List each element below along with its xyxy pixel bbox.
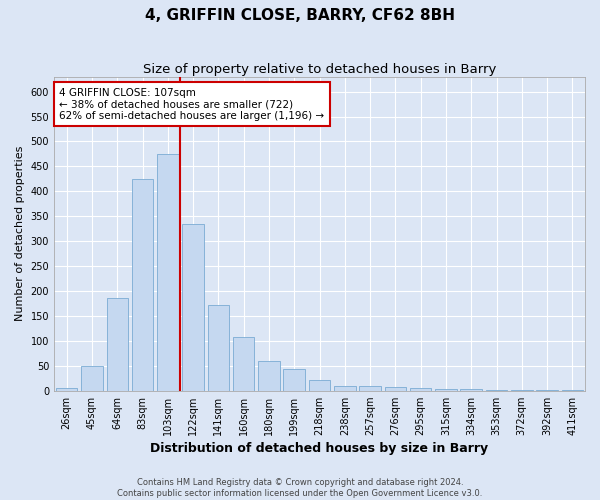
Text: 4 GRIFFIN CLOSE: 107sqm
← 38% of detached houses are smaller (722)
62% of semi-d: 4 GRIFFIN CLOSE: 107sqm ← 38% of detache… <box>59 88 325 121</box>
Bar <box>56 388 77 390</box>
Y-axis label: Number of detached properties: Number of detached properties <box>15 146 25 322</box>
Bar <box>334 386 356 390</box>
Bar <box>258 361 280 390</box>
Bar <box>157 154 179 390</box>
Bar <box>309 380 330 390</box>
Bar <box>359 386 381 390</box>
Bar <box>132 179 153 390</box>
Bar <box>233 337 254 390</box>
Bar <box>410 388 431 390</box>
Text: 4, GRIFFIN CLOSE, BARRY, CF62 8BH: 4, GRIFFIN CLOSE, BARRY, CF62 8BH <box>145 8 455 22</box>
Bar <box>435 388 457 390</box>
Bar <box>385 386 406 390</box>
Bar <box>182 224 204 390</box>
Bar <box>208 305 229 390</box>
Bar <box>107 298 128 390</box>
Title: Size of property relative to detached houses in Barry: Size of property relative to detached ho… <box>143 62 496 76</box>
Text: Contains HM Land Registry data © Crown copyright and database right 2024.
Contai: Contains HM Land Registry data © Crown c… <box>118 478 482 498</box>
X-axis label: Distribution of detached houses by size in Barry: Distribution of detached houses by size … <box>151 442 488 455</box>
Bar <box>283 370 305 390</box>
Bar <box>81 366 103 390</box>
Bar <box>460 389 482 390</box>
